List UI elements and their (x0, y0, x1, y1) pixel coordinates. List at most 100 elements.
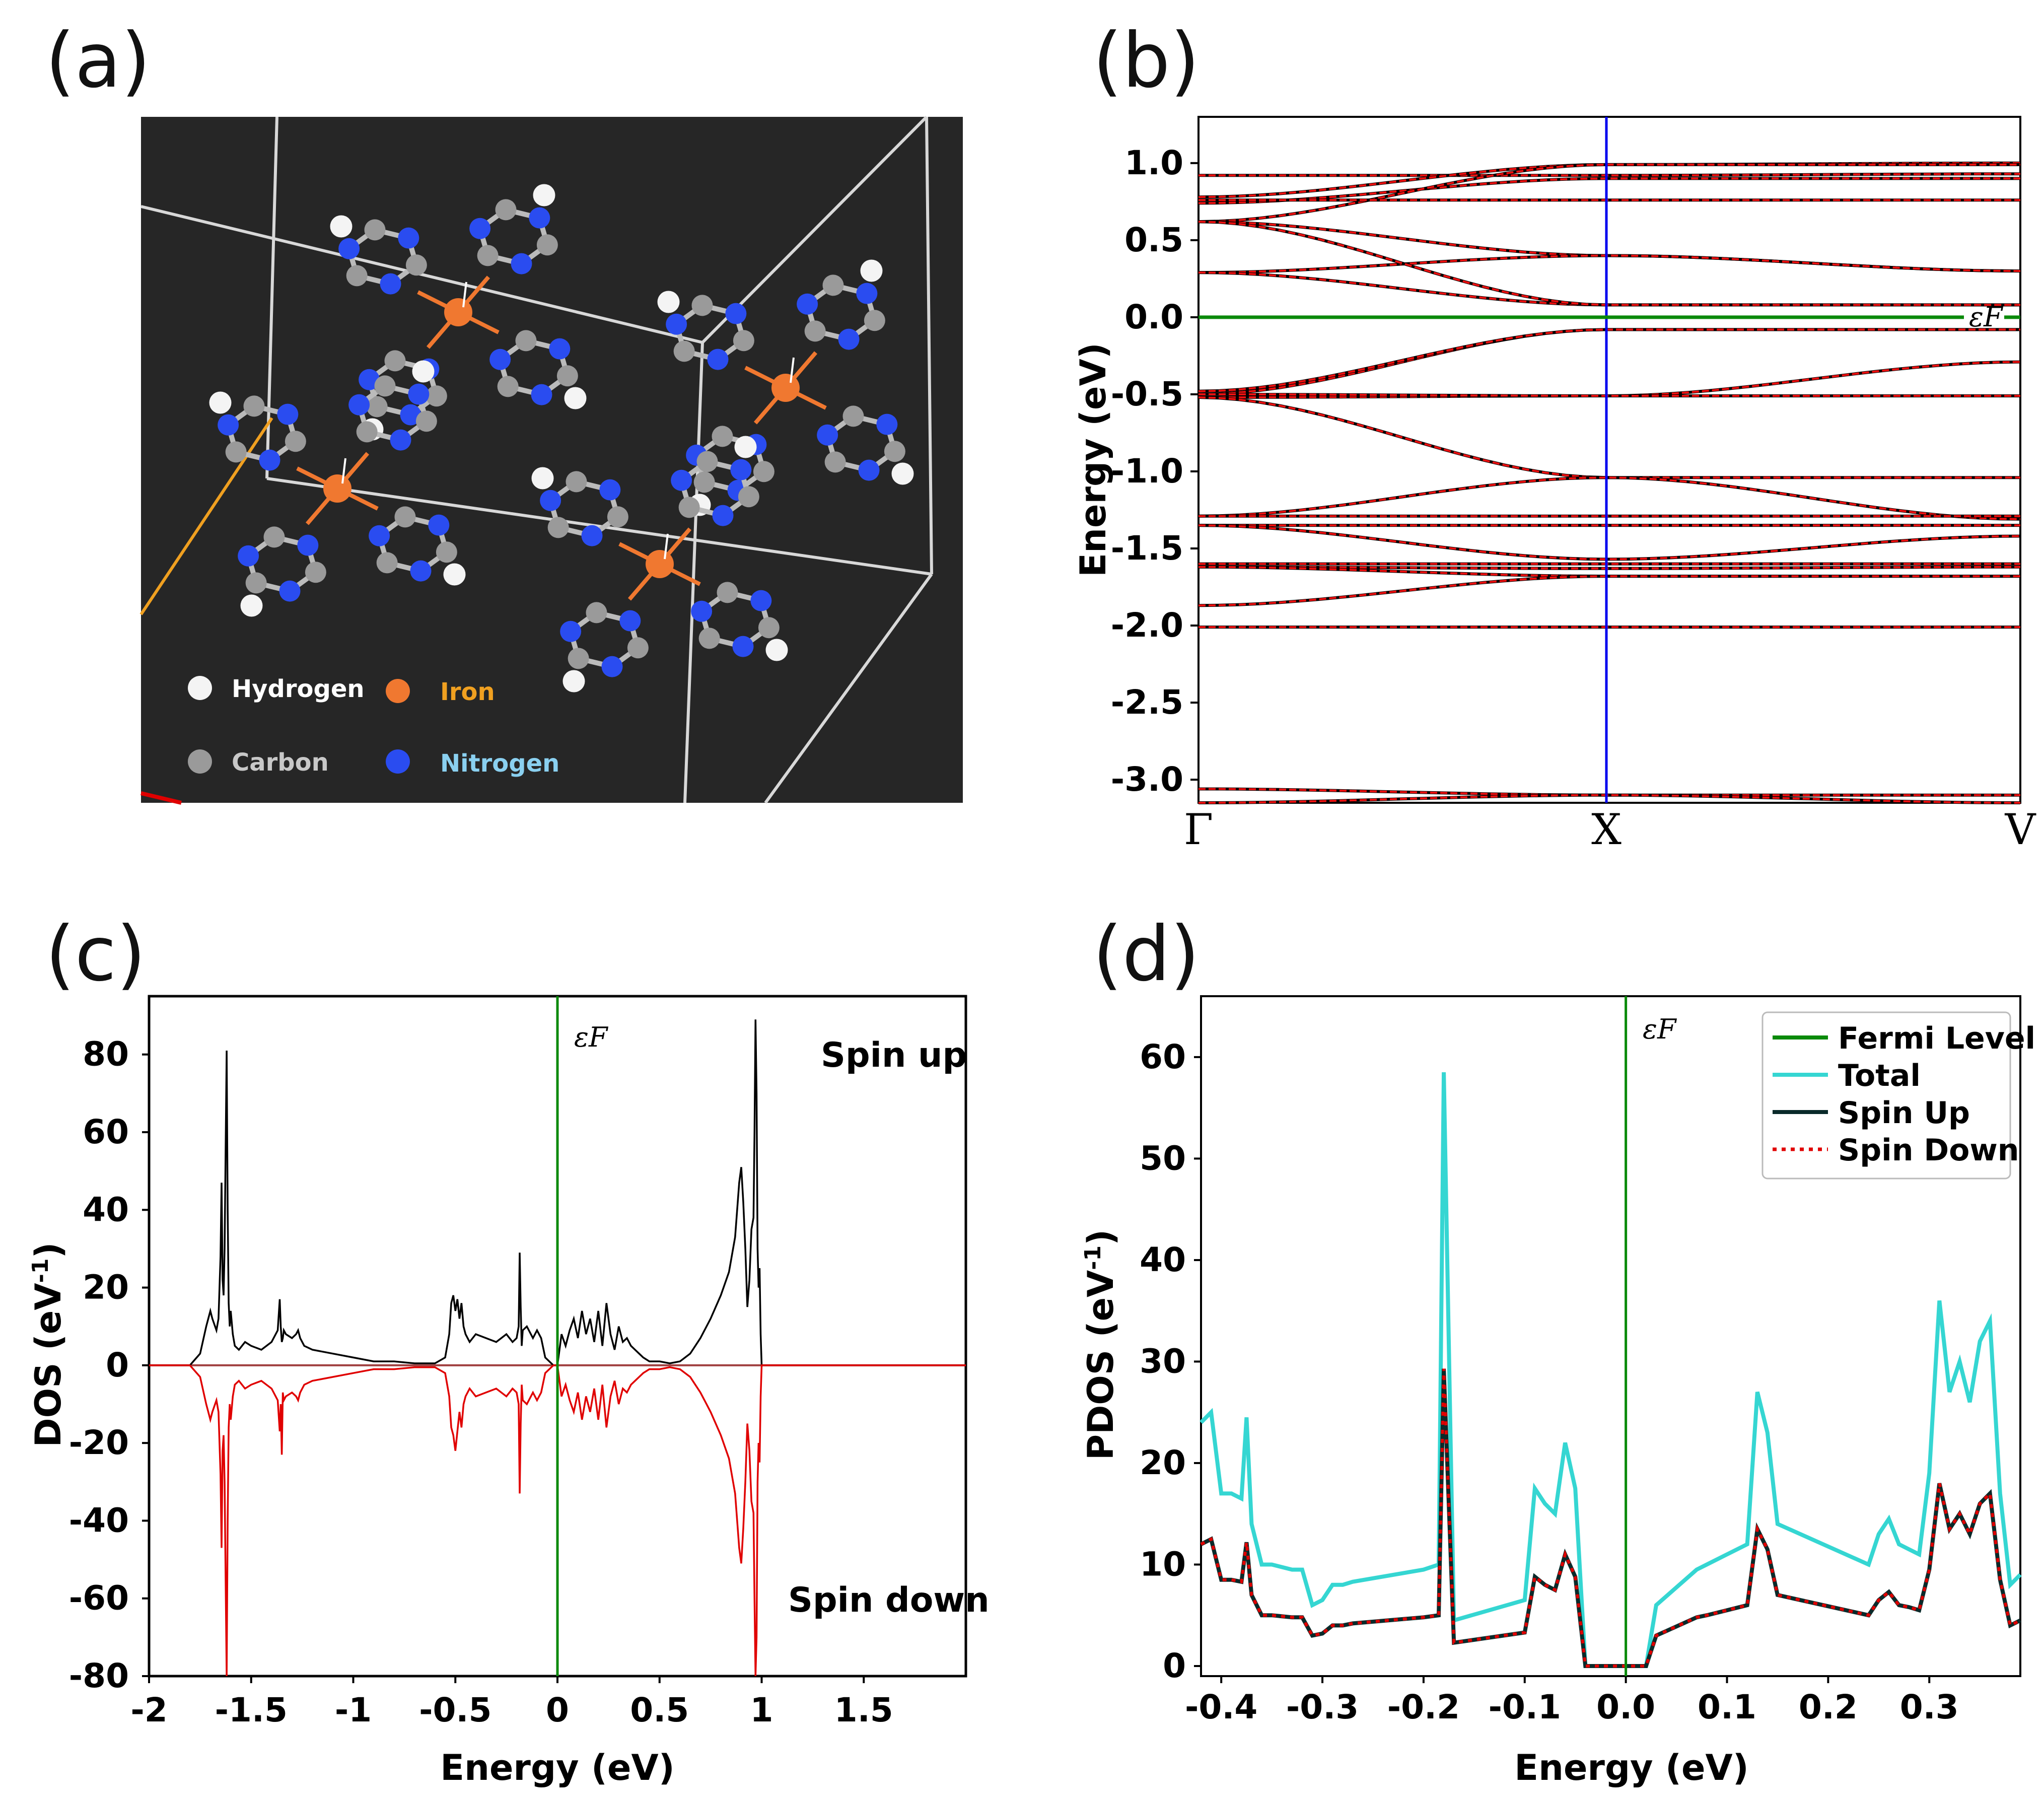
band-line-spin-down (1198, 476, 2021, 520)
hydrogen-atom (562, 670, 585, 693)
y-tick-label: 10 (1140, 1545, 1186, 1583)
y-ticks: 1.0 0.5 0.0 -0.5 -1.0 -1.5 -2.0 -2.5 -3.0 (1111, 144, 1199, 799)
hydrogen-atom (891, 462, 914, 485)
nitrogen-atom (876, 413, 898, 435)
structure-panel: Hydrogen Iron Carbon Nitrogen (139, 115, 963, 805)
carbon-atom (712, 426, 733, 447)
nitrogen-atom (838, 328, 860, 350)
carbon-atom (824, 451, 846, 473)
spin-arrow (790, 357, 795, 383)
x-tick-label: 1 (750, 1691, 773, 1729)
nitrogen-atom (732, 636, 754, 657)
carbon-atom (415, 410, 437, 432)
nitrogen-atom (707, 349, 729, 370)
legend-hydrogen: Hydrogen (232, 675, 365, 703)
nitrogen-atom (279, 580, 301, 602)
annotation-spin-up: Spin up (821, 1035, 967, 1075)
nitrogen-atom (856, 283, 878, 304)
iron-atom (646, 550, 674, 578)
spin-arrow (462, 282, 467, 308)
x-tick-label: 0.5 (630, 1691, 689, 1729)
y-tick-label: 80 (83, 1035, 129, 1074)
nitrogen-atom (469, 218, 491, 239)
hydrogen-atom (564, 387, 587, 409)
y-tick-label: -20 (69, 1423, 129, 1462)
iron-atom (771, 374, 800, 402)
panel-label-b: (b) (1093, 17, 1200, 105)
nitrogen-atom (671, 469, 692, 491)
y-tick-label: -80 (69, 1656, 129, 1695)
cell-axis-line (139, 417, 273, 615)
carbon-atom (842, 405, 864, 427)
legend-iron: Iron (440, 678, 495, 706)
spin-arrow (664, 533, 669, 560)
y-tick-label: -60 (69, 1579, 129, 1618)
pdos-legend: Fermi Level Total Spin Up Spin Down (1761, 1011, 2035, 1180)
carbon-atom (691, 295, 713, 316)
x-tick-label: -0.2 (1387, 1688, 1460, 1726)
kpoint-v: V (2005, 805, 2036, 854)
carbon-atom (607, 506, 628, 528)
y-tick-label: -0.5 (1111, 375, 1183, 413)
carbon-atom (568, 648, 589, 669)
band-line-spin-down (1198, 163, 2020, 223)
band-plot-frame (1197, 116, 2021, 804)
nitrogen-atom (601, 656, 623, 677)
band-structure-panel: 1.0 0.5 0.0 -0.5 -1.0 -1.5 -2.0 -2.5 -3.0 εF Γ X… (1073, 116, 2036, 854)
carbon-atom (673, 340, 695, 362)
x-ticks: -2 -1.5 -1 -0.5 0 0.5 1 1.5 (130, 1676, 893, 1729)
iron-atom-icon (386, 679, 410, 703)
carbon-atom (243, 395, 265, 417)
cell-axis-line-red (140, 791, 182, 805)
carbon-atom (376, 552, 398, 574)
nitrogen-atom (599, 479, 621, 501)
hydrogen-atom (412, 360, 435, 383)
panel-label-a: (a) (45, 17, 151, 105)
x-tick-label: -1 (335, 1691, 372, 1729)
y-tick-label: -1.5 (1111, 529, 1183, 568)
y-tick-label: 40 (1140, 1240, 1186, 1279)
carbon-atom (566, 471, 587, 493)
x-axis-label: Energy (eV) (1514, 1747, 1748, 1788)
hydrogen-atom (240, 594, 263, 617)
carbon-atom (515, 330, 537, 352)
x-tick-label: -0.4 (1185, 1688, 1257, 1726)
y-axis-label: DOS (eV-1) (28, 1242, 69, 1447)
nitrogen-atom (691, 600, 713, 622)
carbon-atom (495, 199, 517, 221)
nitrogen-atom (529, 207, 550, 229)
y-tick-label: -1.0 (1111, 452, 1183, 491)
hydrogen-atom (209, 391, 232, 414)
carbon-atom (804, 320, 826, 342)
nitrogen-atom (428, 514, 450, 536)
y-tick-label: -40 (69, 1501, 129, 1540)
fermi-label: εF (1643, 1013, 1677, 1045)
y-tick-label: -3.0 (1111, 760, 1183, 799)
y-tick-label: 20 (83, 1268, 129, 1307)
molecule (209, 184, 914, 693)
carbon-atom (738, 486, 759, 508)
nitrogen-atom (797, 293, 818, 315)
x-ticks: -0.4 -0.3 -0.2 -0.1 0.0 0.1 0.2 0.3 (1185, 1676, 1959, 1726)
nitrogen-atom (531, 384, 552, 405)
carbon-atom (436, 541, 457, 563)
annotation-spin-down: Spin down (788, 1580, 990, 1620)
x-tick-label: 0.2 (1799, 1688, 1858, 1726)
iron-atom (323, 474, 351, 503)
carbon-atom-icon (188, 749, 212, 774)
carbon-atom (394, 506, 416, 528)
nitrogen-atom (858, 459, 880, 481)
hydrogen-atom (330, 215, 353, 238)
atom-legend: Hydrogen Iron Carbon Nitrogen (188, 675, 559, 778)
legend-nitrogen: Nitrogen (440, 749, 559, 778)
nitrogen-atom (297, 534, 319, 556)
y-tick-label: 50 (1140, 1139, 1186, 1178)
panel-label-c: (c) (45, 911, 146, 998)
carbon-atom (627, 637, 649, 659)
spin-arrow (341, 458, 346, 484)
nitrogen-atom (380, 273, 401, 295)
hydrogen-atom (657, 291, 680, 313)
carbon-atom (384, 350, 406, 372)
carbon-atom (305, 562, 326, 583)
